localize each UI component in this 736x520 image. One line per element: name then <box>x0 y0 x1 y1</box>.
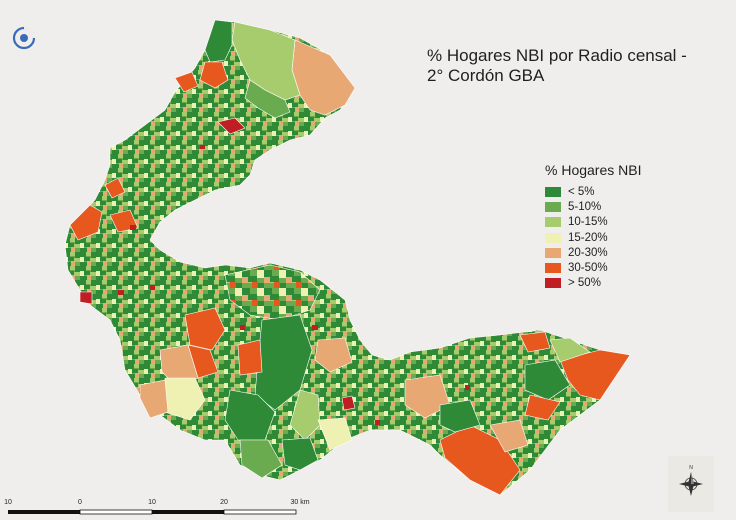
tract-east-peach-2 <box>489 419 529 453</box>
tract-west-orange-2 <box>104 177 126 199</box>
svg-text:N: N <box>689 465 693 471</box>
legend-label: 15-20% <box>568 231 608 244</box>
legend-item: 30-50% <box>545 260 641 275</box>
legend-swatch <box>545 201 561 212</box>
tract-center-orange <box>184 307 226 351</box>
spot <box>200 145 205 149</box>
tract-south-green-2 <box>281 437 319 471</box>
legend-item: 15-20% <box>545 230 641 245</box>
tract-west-orange <box>69 204 103 241</box>
legend-label: 5-10% <box>568 200 602 213</box>
scale-tick-label: 10 <box>148 499 156 506</box>
scale-tick-label: 20 <box>220 499 228 506</box>
tract-south-peach <box>139 379 169 419</box>
tract-north-darkgreen <box>204 19 233 63</box>
spot <box>240 325 245 330</box>
tract-north-orange-1 <box>199 61 229 89</box>
tract-east-lightgreen <box>549 337 591 363</box>
map-title: % Hogares NBI por Radio censal - 2° Cord… <box>427 46 687 86</box>
tract-east-orange-2 <box>524 394 561 421</box>
legend-label: 20-30% <box>568 246 608 259</box>
tract-south-yellow <box>317 417 353 451</box>
tract-east-green <box>439 399 481 433</box>
tract-west-red <box>79 291 93 305</box>
spot <box>150 285 155 290</box>
tract-east-darkgreen <box>524 359 571 401</box>
org-logo-icon <box>12 26 36 50</box>
legend: % Hogares NBI < 5% 5-10% 10-15% 15-20% 20-30… <box>545 162 641 291</box>
spot <box>465 385 470 390</box>
scale-tick-label: 10 <box>4 499 12 506</box>
legend-swatch <box>545 217 561 228</box>
tract-east-orange-4 <box>519 331 551 353</box>
legend-item: 20-30% <box>545 245 641 260</box>
scale-bar: 10 0 10 20 30 km <box>4 499 310 515</box>
tract-south-green-1 <box>239 439 283 479</box>
legend-swatch <box>545 247 561 258</box>
tract-center-mosaic <box>224 264 321 321</box>
tract-east-orange <box>559 349 631 401</box>
spot <box>375 420 380 425</box>
tract-south-peach-2 <box>314 337 353 373</box>
legend-items: < 5% 5-10% 10-15% 15-20% 20-30% 30-50% > 50% <box>545 184 641 291</box>
map-title-line-2: 2° Cordón GBA <box>427 66 545 85</box>
tract-east-peach <box>404 374 451 419</box>
spot <box>118 290 124 295</box>
legend-label: 10-15% <box>568 216 608 229</box>
legend-item: 10-15% <box>545 215 641 230</box>
legend-label: > 50% <box>568 277 601 290</box>
spot <box>312 325 318 330</box>
scale-segment <box>8 510 80 514</box>
scale-segment <box>79 509 153 515</box>
tract-south-orange <box>237 339 263 376</box>
map-title-line-1: % Hogares NBI por Radio censal - <box>427 46 687 65</box>
legend-item: > 50% <box>545 276 641 291</box>
legend-swatch <box>545 186 561 197</box>
legend-swatch <box>545 263 561 274</box>
legend-item: 5-10% <box>545 199 641 214</box>
scale-segment <box>152 510 224 514</box>
tract-east-red <box>341 395 356 411</box>
legend-item: < 5% <box>545 184 641 199</box>
legend-swatch <box>545 232 561 243</box>
spot <box>130 225 136 230</box>
scale-tick-label: 30 km <box>290 499 309 506</box>
tract-red-north <box>217 117 246 135</box>
large-tracts <box>69 19 631 496</box>
tract-south-lightgreen <box>289 389 321 441</box>
legend-label: < 5% <box>568 185 595 198</box>
scale-tick-label: 0 <box>78 499 82 506</box>
scale-segment <box>223 509 297 515</box>
compass-rose-icon: N <box>679 465 703 496</box>
high-nbi-spots <box>118 145 470 425</box>
north-arrow-box: N <box>668 456 714 512</box>
tract-orange-left <box>174 71 199 93</box>
legend-label: 30-50% <box>568 262 608 275</box>
legend-swatch <box>545 278 561 289</box>
legend-title: % Hogares NBI <box>545 162 642 178</box>
tract-north-green <box>244 79 291 119</box>
